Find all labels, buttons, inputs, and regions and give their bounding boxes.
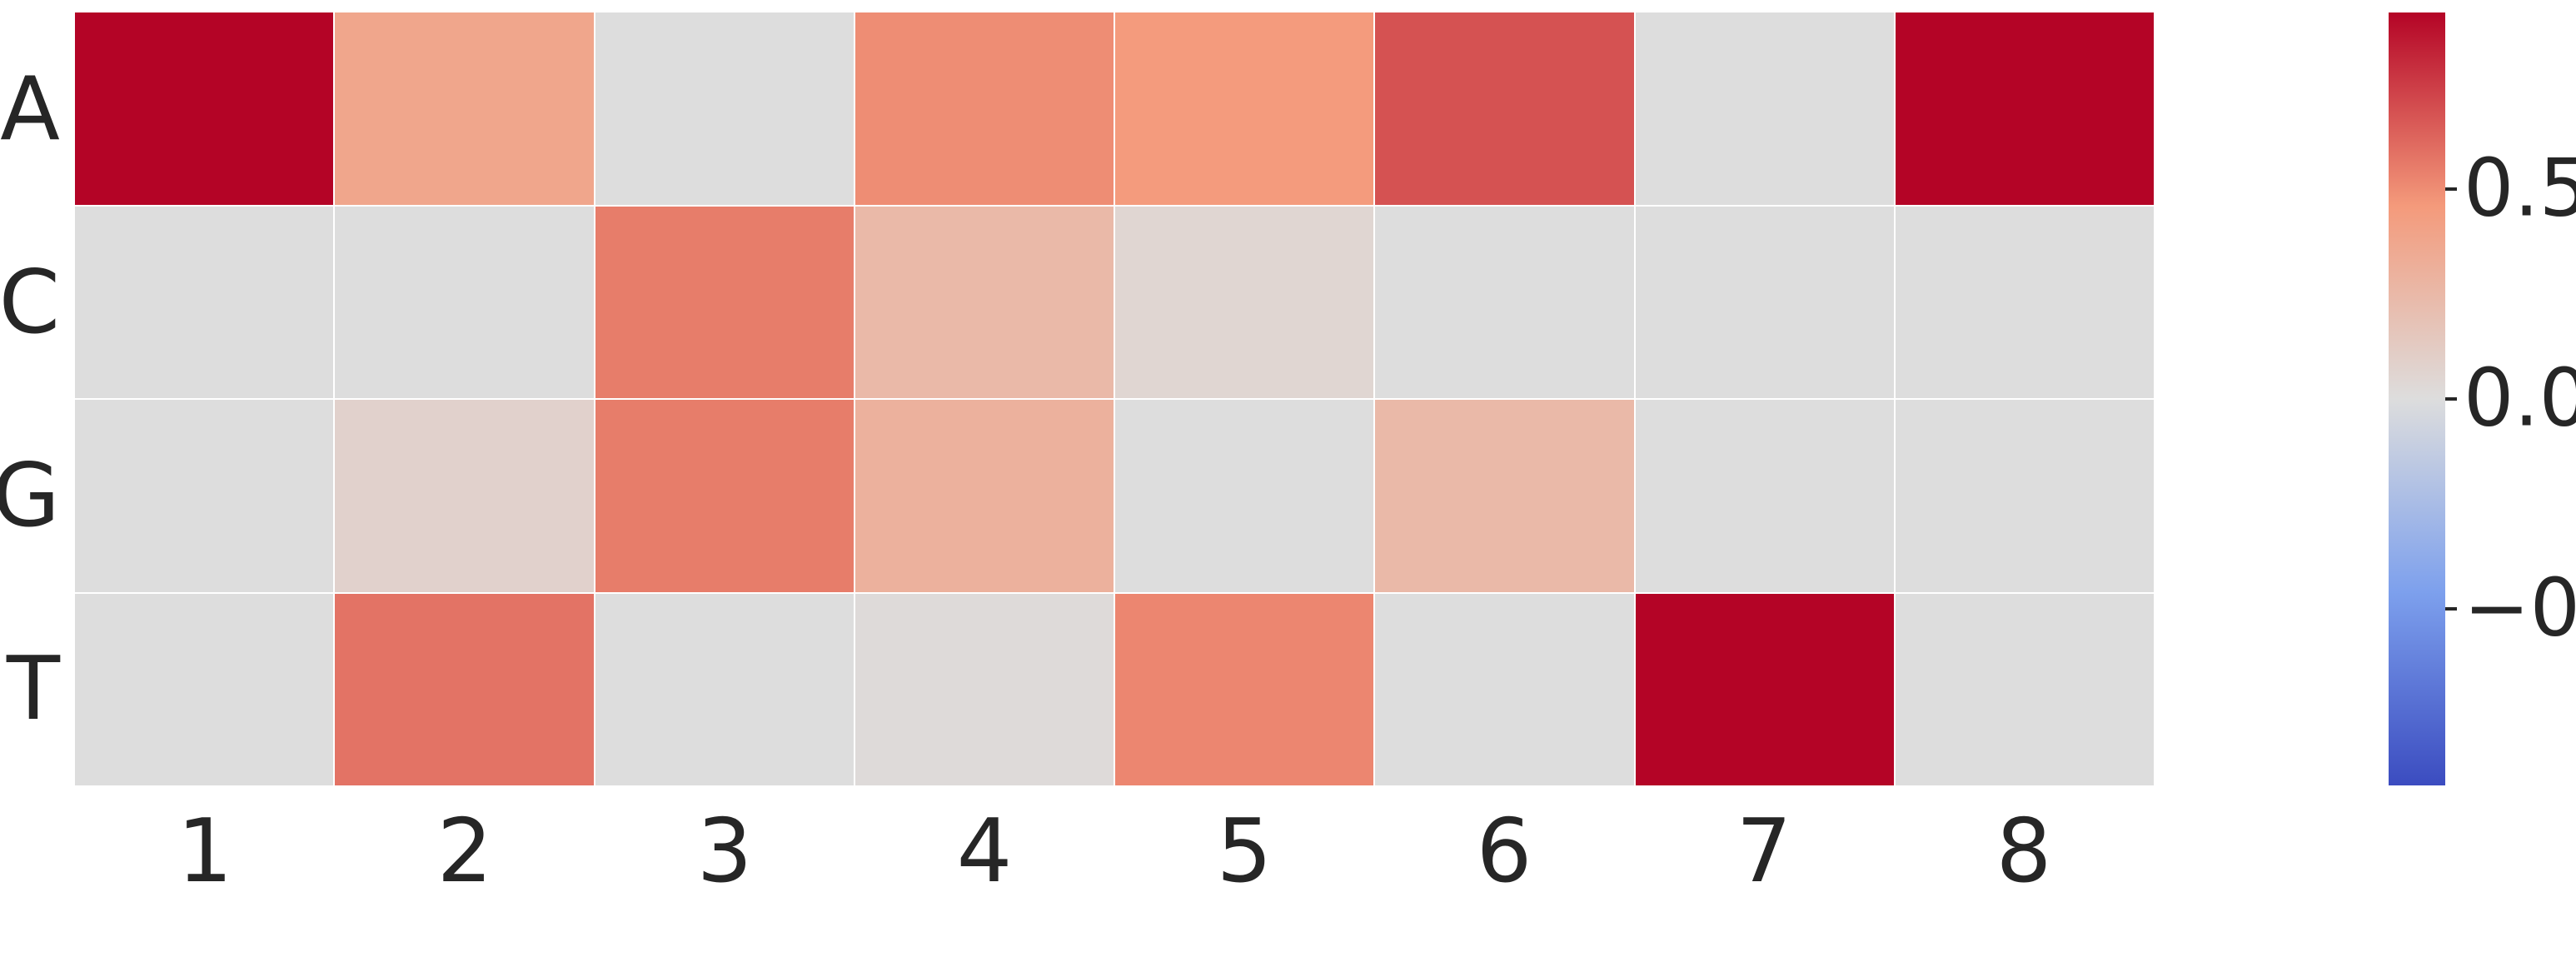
heatmap-cell [335, 593, 594, 785]
y-tick-label: A [0, 57, 60, 160]
heatmap-cell [335, 12, 594, 205]
heatmap-cell [1895, 400, 2154, 592]
heatmap-cell [1895, 206, 2154, 398]
heatmap-cell [855, 593, 1114, 785]
colorbar-gradient [2389, 12, 2445, 785]
heatmap-cell [1375, 400, 1634, 592]
y-tick-label: C [0, 251, 60, 353]
heatmap-cell [75, 206, 334, 398]
heatmap-cell [75, 400, 334, 592]
colorbar-tick [2445, 397, 2457, 401]
heatmap-cell [855, 206, 1114, 398]
x-tick-label: 3 [696, 800, 753, 902]
heatmap-cell [335, 206, 594, 398]
heatmap-cell [1115, 593, 1374, 785]
x-axis-labels: 1 2 3 4 5 6 7 8 [75, 801, 2154, 902]
heatmap-cell [335, 400, 594, 592]
heatmap-cell [855, 12, 1114, 205]
heatmap-cell [1635, 593, 1894, 785]
heatmap-cell [595, 400, 854, 592]
heatmap-cell [595, 12, 854, 205]
heatmap-cell [595, 593, 854, 785]
heatmap-cell [1115, 400, 1374, 592]
heatmap-grid [75, 12, 2154, 785]
heatmap-cell [75, 593, 334, 785]
x-tick-label: 7 [1736, 800, 1792, 902]
heatmap-cell [1375, 12, 1634, 205]
colorbar: 0.5 0.0 −0.5 [2389, 12, 2576, 785]
heatmap-cell [1895, 12, 2154, 205]
heatmap-cell [595, 206, 854, 398]
heatmap-cell [1895, 593, 2154, 785]
heatmap-cell [855, 400, 1114, 592]
colorbar-tick [2445, 607, 2457, 611]
x-tick-label: 1 [177, 800, 233, 902]
heatmap-cell [1635, 206, 1894, 398]
x-tick-label: 2 [436, 800, 493, 902]
heatmap-cell [1635, 400, 1894, 592]
heatmap-cell [1375, 593, 1634, 785]
heatmap-cell [1115, 12, 1374, 205]
heatmap-cell [1375, 206, 1634, 398]
x-tick-label: 8 [1996, 800, 2052, 902]
colorbar-tick-label: 0.5 [2464, 142, 2576, 235]
y-tick-label: G [0, 444, 60, 546]
x-tick-label: 4 [956, 800, 1013, 902]
heatmap-cell [75, 12, 334, 205]
x-tick-label: 6 [1476, 800, 1532, 902]
colorbar-tick [2445, 187, 2457, 191]
colorbar-tick-label: 0.0 [2464, 352, 2576, 445]
y-tick-label: T [6, 637, 60, 740]
colorbar-tick-label: −0.5 [2464, 562, 2576, 655]
x-tick-label: 5 [1216, 800, 1273, 902]
heatmap-cell [1115, 206, 1374, 398]
heatmap-cell [1635, 12, 1894, 205]
